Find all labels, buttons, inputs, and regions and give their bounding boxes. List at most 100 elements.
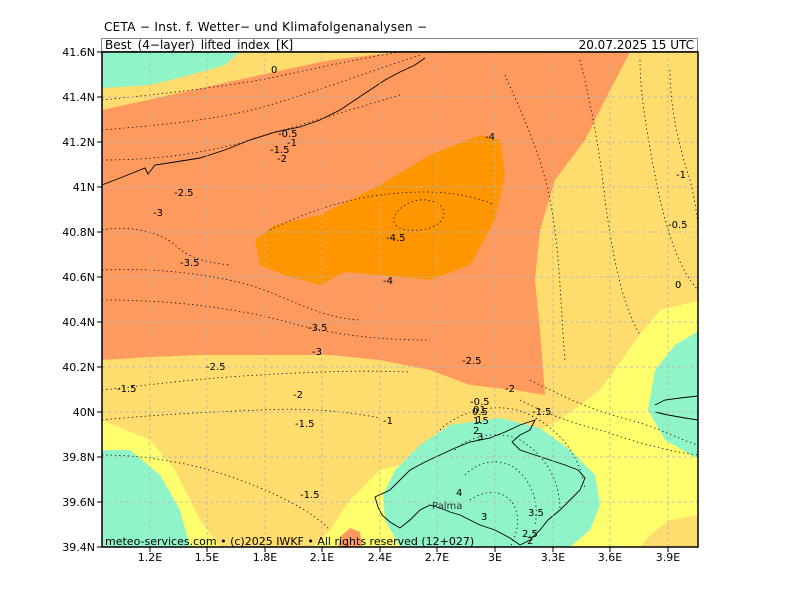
- contour-label: 0: [473, 405, 479, 416]
- contour-label: -3.5: [308, 323, 328, 334]
- contour-line: [529, 379, 698, 446]
- contour-label: -2.5: [462, 356, 482, 367]
- contour-label: -1.5: [532, 407, 552, 418]
- contour-label: -2: [505, 384, 515, 395]
- field-title: Best_(4−layer)_lifted_index_[K]: [105, 38, 294, 52]
- contour-line: [102, 408, 381, 421]
- contour-label: 0: [675, 280, 681, 291]
- contour-label: -1.5: [117, 384, 137, 395]
- contour-label: -2.5: [174, 188, 194, 199]
- contour-label: -3: [153, 208, 163, 219]
- lat-tick-label: 40.4N: [62, 316, 95, 329]
- lon-tick-label: 2.1E: [310, 551, 334, 564]
- contour-line: [102, 52, 401, 101]
- plot-frame: [101, 51, 699, 548]
- lat-tick-label: 41N: [73, 181, 95, 194]
- contour-line: [464, 461, 537, 526]
- lat-axis-ticks: [97, 51, 102, 548]
- contour-label: 1.5: [473, 416, 489, 427]
- contour-line: [102, 54, 421, 131]
- contour-label: -4.5: [386, 233, 406, 244]
- lat-tick-label: 39.4N: [62, 541, 95, 554]
- fill-aquamarine-southwest: [102, 450, 190, 547]
- contour-label: -1.5: [300, 490, 320, 501]
- contour-label: -1.5: [270, 145, 290, 156]
- fill-salmon-south-patch: [338, 528, 362, 547]
- grid-lines: [102, 52, 698, 547]
- lon-tick-label: 3.6E: [598, 551, 622, 564]
- lat-tick-label: 39.6N: [62, 496, 95, 509]
- contour-label: -2: [277, 154, 287, 165]
- contour-label: 3: [481, 512, 487, 523]
- contour-line: [519, 399, 698, 456]
- contour-label: 0: [271, 65, 277, 76]
- place-label-palma: Palma: [432, 501, 462, 512]
- lat-tick-label: 40.2N: [62, 361, 95, 374]
- contour-label: 3: [477, 432, 483, 443]
- lat-tick-label: 41.4N: [62, 91, 95, 104]
- coastline-mallorca: [374, 419, 586, 546]
- contour-label: 4: [456, 488, 462, 499]
- fill-aquamarine-northwest: [102, 52, 240, 88]
- coastline-catalonia: [102, 57, 426, 186]
- lat-tick-label: 39.8N: [62, 451, 95, 464]
- contour-label: -4: [383, 276, 393, 287]
- contour-label: -1: [676, 170, 686, 181]
- lon-tick-label: 3.3E: [541, 551, 565, 564]
- contour-label: 2: [473, 426, 479, 437]
- lat-tick-label: 40.6N: [62, 271, 95, 284]
- contour-value-labels: 0 -0.5 -1 -1.5 -2 -2.5 -3 -3.5 -4 -4.5 -…: [117, 65, 688, 547]
- contour-label: -0.5: [278, 129, 298, 140]
- contour-line: [454, 434, 561, 511]
- lon-tick-label: 3.9E: [656, 551, 680, 564]
- contour-label: -0.5: [668, 220, 688, 231]
- contour-line: [102, 227, 231, 266]
- contour-line: [639, 59, 698, 291]
- coastlines: [102, 57, 698, 546]
- contour-label: -0.5: [470, 397, 490, 408]
- contour-line: [269, 191, 496, 231]
- contour-line: [102, 299, 431, 341]
- contour-label: 1: [476, 415, 482, 426]
- contour-label: 2: [527, 536, 533, 547]
- contour-line: [469, 492, 518, 547]
- lon-tick-label: 3E: [488, 551, 502, 564]
- contour-label: -2: [293, 390, 303, 401]
- lon-tick-label: 1.2E: [138, 551, 162, 564]
- contour-label: -3: [312, 347, 322, 358]
- contour-line: [102, 454, 331, 531]
- contour-label: 3.5: [528, 508, 544, 519]
- copyright-footer: meteo-services.com • (c)2025 IWKF • All …: [105, 535, 474, 548]
- contour-label: -1.5: [295, 419, 315, 430]
- contour-label: -1: [287, 138, 297, 149]
- lon-tick-label: 2.7E: [425, 551, 449, 564]
- lat-tick-labels: 41.6N 41.4N 41.2N 41N 40.8N 40.6N 40.4N …: [62, 46, 95, 554]
- source-line: CETA − Inst. f. Wetter− und Klimafolgena…: [104, 20, 428, 34]
- contour-line: [669, 69, 698, 231]
- lon-tick-labels: 1.2E 1.5E 1.8E 2.1E 2.4E 2.7E 3E 3.3E 3.…: [138, 551, 680, 564]
- lat-tick-label: 40.8N: [62, 226, 95, 239]
- contour-line: [102, 94, 401, 161]
- valid-time: 20.07.2025 15 UTC: [578, 38, 694, 52]
- contour-label: -3.5: [180, 258, 200, 269]
- fill-light-orange-southeast: [640, 515, 698, 547]
- contour-line: [579, 59, 641, 336]
- coastline-menorca-south: [654, 411, 698, 421]
- lat-tick-label: 40N: [73, 406, 95, 419]
- contour-label: -1: [476, 405, 486, 416]
- fill-aquamarine-menorca: [648, 331, 698, 459]
- contour-line: [504, 74, 566, 361]
- contour-line: [102, 370, 411, 391]
- lat-tick-label: 41.2N: [62, 136, 95, 149]
- contour-label: -1: [383, 416, 393, 427]
- lat-tick-label: 41.6N: [62, 46, 95, 59]
- lon-tick-label: 1.5E: [195, 551, 219, 564]
- lon-tick-label: 2.4E: [368, 551, 392, 564]
- map-fill: [102, 52, 698, 547]
- contour-label: 2.5: [522, 529, 538, 540]
- contour-label: 0.5: [472, 407, 488, 418]
- coastline-menorca: [654, 395, 698, 406]
- lon-tick-label: 1.8E: [253, 551, 277, 564]
- contour-label: -4: [485, 132, 495, 143]
